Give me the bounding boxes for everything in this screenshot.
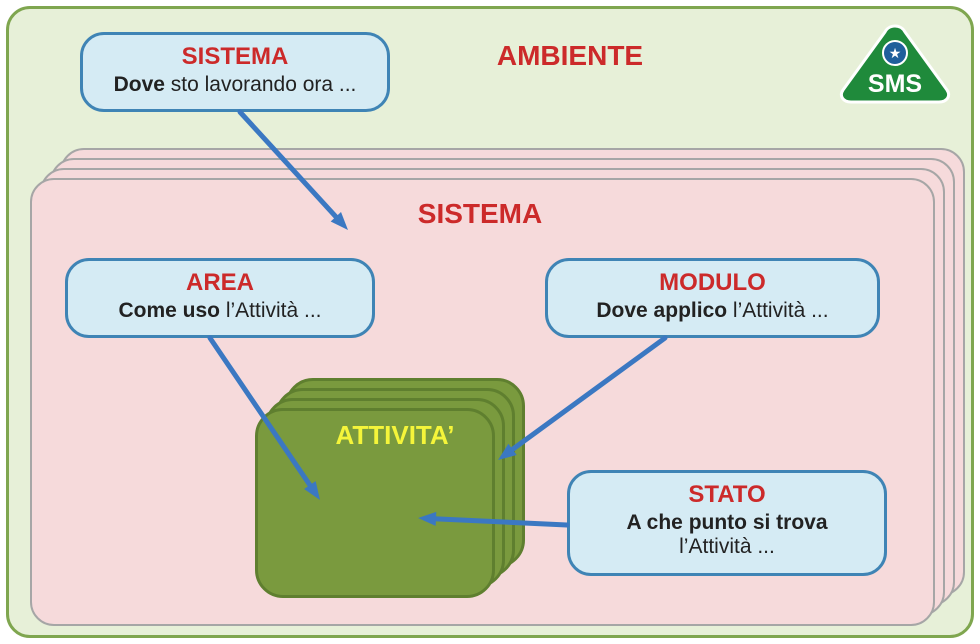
sistema-bubble: SISTEMADove sto lavorando ora ... (80, 32, 390, 112)
sistema-bubble-text: Dove sto lavorando ora ... (97, 73, 373, 97)
stato-bubble-title: STATO (584, 481, 870, 509)
area-bubble-text: Come uso l’Attività ... (82, 299, 358, 323)
modulo-bubble: MODULODove applico l’Attività ... (545, 258, 880, 338)
stato-bubble-text-2: l’Attività ... (584, 535, 870, 559)
sistema-title: SISTEMA (370, 198, 590, 230)
ambiente-title: AMBIENTE (440, 40, 700, 72)
area-bubble: AREACome uso l’Attività ... (65, 258, 375, 338)
sms-logo: ★SMSsystem (835, 20, 955, 130)
svg-text:SMS: SMS (868, 70, 922, 98)
stato-bubble-text: A che punto si trova (584, 511, 870, 535)
area-bubble-title: AREA (82, 269, 358, 297)
activity-title: ATTIVITA’ (295, 420, 495, 451)
diagram-canvas: AMBIENTESISTEMAATTIVITA’SISTEMADove sto … (0, 0, 980, 644)
modulo-bubble-text: Dove applico l’Attività ... (562, 299, 863, 323)
svg-text:★: ★ (889, 45, 902, 61)
sistema-bubble-title: SISTEMA (97, 43, 373, 71)
modulo-bubble-title: MODULO (562, 269, 863, 297)
